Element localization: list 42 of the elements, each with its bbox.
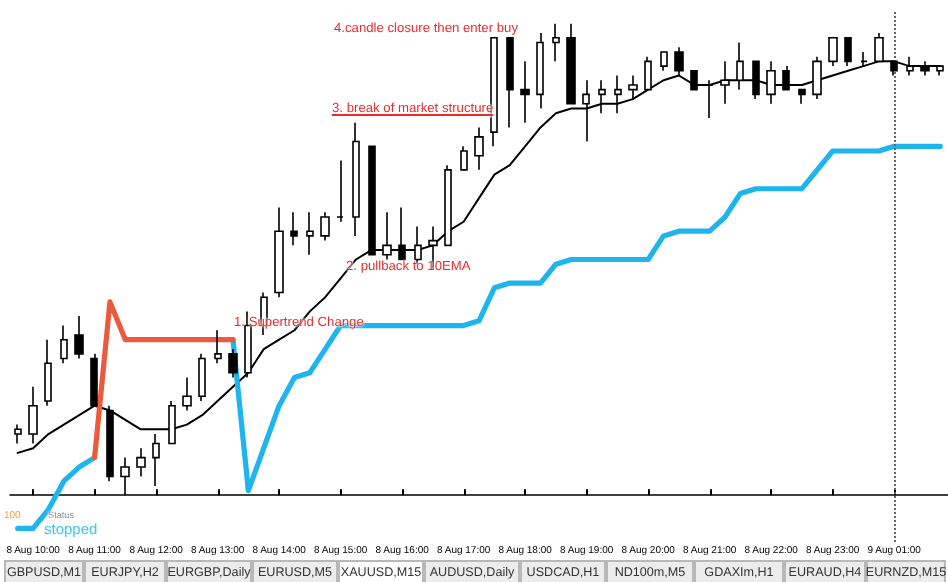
candlestick — [320, 211, 330, 242]
candlestick — [14, 423, 22, 445]
candlestick — [60, 324, 68, 365]
candlestick — [444, 164, 452, 247]
candlestick — [290, 211, 298, 247]
candlestick — [782, 65, 790, 91]
candlestick — [460, 145, 468, 171]
candlestick — [368, 145, 376, 256]
candlestick — [306, 211, 314, 256]
candlestick — [44, 338, 52, 407]
candlestick — [474, 126, 484, 171]
candlestick — [398, 206, 406, 261]
candlestick — [614, 74, 622, 115]
candlestick — [228, 348, 238, 379]
candlestick — [628, 74, 638, 100]
candlestick — [844, 36, 852, 67]
candlestick — [168, 400, 176, 445]
candlestick — [336, 159, 344, 223]
candlestick — [506, 36, 514, 129]
candlestick — [582, 79, 590, 143]
candlestick — [382, 211, 392, 261]
candlestick — [28, 386, 38, 445]
candlestick — [214, 329, 222, 365]
candlestick — [552, 22, 560, 63]
candlestick — [90, 353, 98, 407]
candlestick — [136, 447, 146, 478]
candlestick — [152, 433, 160, 487]
candlestick — [198, 353, 206, 402]
candlestick — [182, 376, 192, 412]
candlestick — [536, 32, 544, 110]
candlestick — [490, 36, 498, 148]
candlestick — [352, 121, 360, 237]
candlestick — [520, 60, 530, 124]
candlestick — [274, 206, 284, 299]
candlestick — [74, 315, 84, 360]
candlestick — [828, 36, 838, 67]
candlestick — [244, 310, 252, 379]
candlestick — [706, 79, 714, 119]
candlestick — [660, 51, 668, 72]
candlestick — [798, 88, 806, 105]
candlestick — [598, 79, 606, 115]
candlestick — [690, 70, 698, 91]
